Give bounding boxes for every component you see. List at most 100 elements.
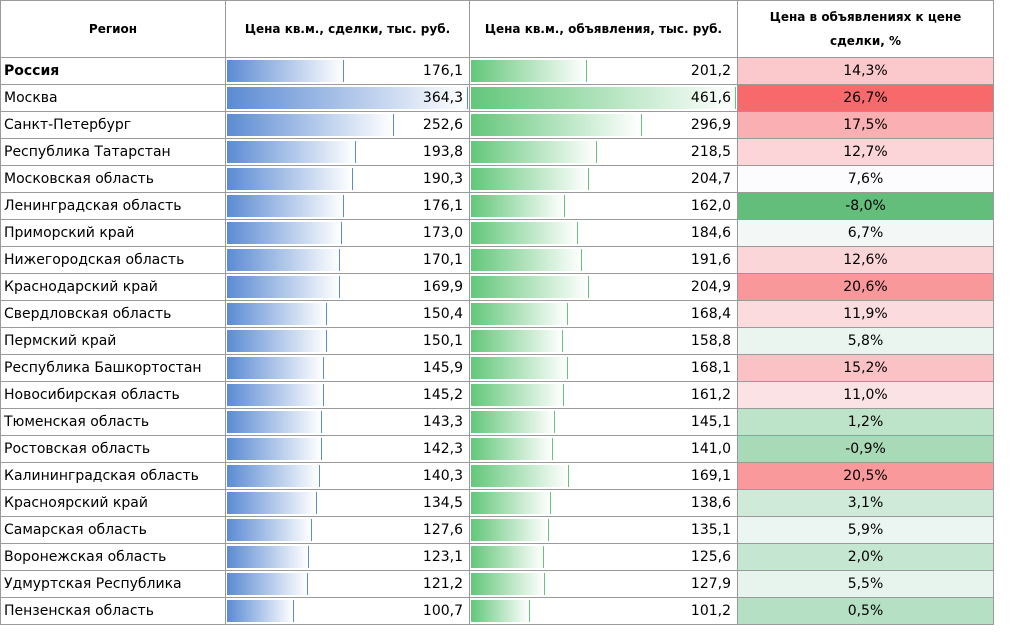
region-name: Республика Татарстан bbox=[4, 144, 171, 160]
data-bar bbox=[471, 438, 553, 460]
percent-cell: -0,9% bbox=[738, 436, 994, 463]
data-bar bbox=[227, 357, 325, 379]
value-label: 193,8 bbox=[422, 144, 463, 160]
value-label: 296,9 bbox=[690, 117, 731, 133]
percent-label: 5,9% bbox=[847, 522, 884, 538]
data-bar bbox=[471, 276, 590, 298]
percent-cell: 5,8% bbox=[738, 328, 994, 355]
percent-label: 26,7% bbox=[843, 90, 888, 106]
bar-cell: 140,3 bbox=[226, 463, 470, 490]
value-label: 121,2 bbox=[422, 576, 463, 592]
value-label: 168,4 bbox=[690, 306, 731, 322]
value-label: 143,3 bbox=[422, 414, 463, 430]
table: Регион Цена кв.м., сделки, тыс. руб. Цена … bbox=[0, 0, 994, 625]
region-cell: Московская область bbox=[0, 166, 226, 193]
data-bar bbox=[227, 519, 313, 541]
bar-cell: 173,0 bbox=[226, 220, 470, 247]
bar-cell: 176,1 bbox=[226, 193, 470, 220]
value-label: 252,6 bbox=[422, 117, 463, 133]
bar-cell: 204,7 bbox=[470, 166, 738, 193]
data-bar bbox=[227, 546, 310, 568]
bar-cell: 169,1 bbox=[470, 463, 738, 490]
value-label: 150,4 bbox=[422, 306, 463, 322]
bar-cell: 170,1 bbox=[226, 247, 470, 274]
percent-cell: 1,2% bbox=[738, 409, 994, 436]
percent-label: 0,5% bbox=[847, 603, 884, 619]
percent-label: 2,0% bbox=[847, 549, 884, 565]
region-name: Самарская область bbox=[4, 522, 147, 538]
value-label: 191,6 bbox=[690, 252, 731, 268]
value-label: 145,2 bbox=[422, 387, 463, 403]
data-bar bbox=[227, 222, 342, 244]
region-name: Санкт-Петербург bbox=[4, 117, 132, 133]
data-bar bbox=[227, 60, 344, 82]
bar-cell: 252,6 bbox=[226, 112, 470, 139]
percent-label: 1,2% bbox=[847, 414, 884, 430]
percent-cell: 3,1% bbox=[738, 490, 994, 517]
region-name: Москва bbox=[4, 90, 58, 106]
region-cell: Республика Татарстан bbox=[0, 139, 226, 166]
region-cell: Пермский край bbox=[0, 328, 226, 355]
percent-label: 7,6% bbox=[847, 171, 884, 187]
region-name: Россия bbox=[4, 63, 60, 79]
region-name: Приморский край bbox=[4, 225, 135, 241]
percent-label: 15,2% bbox=[843, 360, 888, 376]
value-label: 204,7 bbox=[690, 171, 731, 187]
header-cell: Цена кв.м., объявления, тыс. руб. bbox=[470, 0, 738, 58]
data-bar bbox=[471, 465, 569, 487]
region-name: Ленинградская область bbox=[4, 198, 182, 214]
data-bar bbox=[471, 330, 563, 352]
data-bar bbox=[227, 384, 324, 406]
percent-cell: 20,6% bbox=[738, 274, 994, 301]
bar-cell: 168,4 bbox=[470, 301, 738, 328]
percent-cell: 12,6% bbox=[738, 247, 994, 274]
data-bar bbox=[471, 600, 530, 622]
value-label: 176,1 bbox=[422, 63, 463, 79]
region-cell: Россия bbox=[0, 58, 226, 85]
region-name: Свердловская область bbox=[4, 306, 172, 322]
data-bar bbox=[227, 492, 317, 514]
percent-label: 20,6% bbox=[843, 279, 888, 295]
value-label: 201,2 bbox=[690, 63, 731, 79]
header-cell: Цена в объявлениях к цене сделки, % bbox=[738, 0, 994, 58]
region-cell: Москва bbox=[0, 85, 226, 112]
value-label: 364,3 bbox=[422, 90, 463, 106]
percent-label: 20,5% bbox=[843, 468, 888, 484]
data-bar bbox=[471, 519, 550, 541]
data-bar bbox=[227, 600, 295, 622]
data-bar bbox=[471, 141, 597, 163]
bar-cell: 191,6 bbox=[470, 247, 738, 274]
percent-cell: 7,6% bbox=[738, 166, 994, 193]
value-label: 190,3 bbox=[422, 171, 463, 187]
bar-cell: 162,0 bbox=[470, 193, 738, 220]
value-label: 138,6 bbox=[690, 495, 731, 511]
value-label: 125,6 bbox=[690, 549, 731, 565]
region-name: Нижегородская область bbox=[4, 252, 185, 268]
bar-cell: 145,1 bbox=[470, 409, 738, 436]
value-label: 168,1 bbox=[690, 360, 731, 376]
bar-cell: 218,5 bbox=[470, 139, 738, 166]
percent-label: 5,5% bbox=[847, 576, 884, 592]
percent-cell: 17,5% bbox=[738, 112, 994, 139]
percent-cell: 12,7% bbox=[738, 139, 994, 166]
data-bar bbox=[227, 87, 468, 109]
bar-cell: 142,3 bbox=[226, 436, 470, 463]
value-label: 204,9 bbox=[690, 279, 731, 295]
percent-cell: 14,3% bbox=[738, 58, 994, 85]
bar-cell: 168,1 bbox=[470, 355, 738, 382]
value-label: 150,1 bbox=[422, 333, 463, 349]
bar-cell: 184,6 bbox=[470, 220, 738, 247]
value-label: 127,9 bbox=[690, 576, 731, 592]
region-name: Тюменская область bbox=[4, 414, 150, 430]
data-bar bbox=[471, 411, 555, 433]
value-label: 145,9 bbox=[422, 360, 463, 376]
bar-cell: 204,9 bbox=[470, 274, 738, 301]
header-cell: Цена кв.м., сделки, тыс. руб. bbox=[226, 0, 470, 58]
bar-cell: 364,3 bbox=[226, 85, 470, 112]
value-label: 170,1 bbox=[422, 252, 463, 268]
region-cell: Красноярский край bbox=[0, 490, 226, 517]
value-label: 173,0 bbox=[422, 225, 463, 241]
region-name: Республика Башкортостан bbox=[4, 360, 202, 376]
bar-cell: 193,8 bbox=[226, 139, 470, 166]
percent-cell: 5,5% bbox=[738, 571, 994, 598]
